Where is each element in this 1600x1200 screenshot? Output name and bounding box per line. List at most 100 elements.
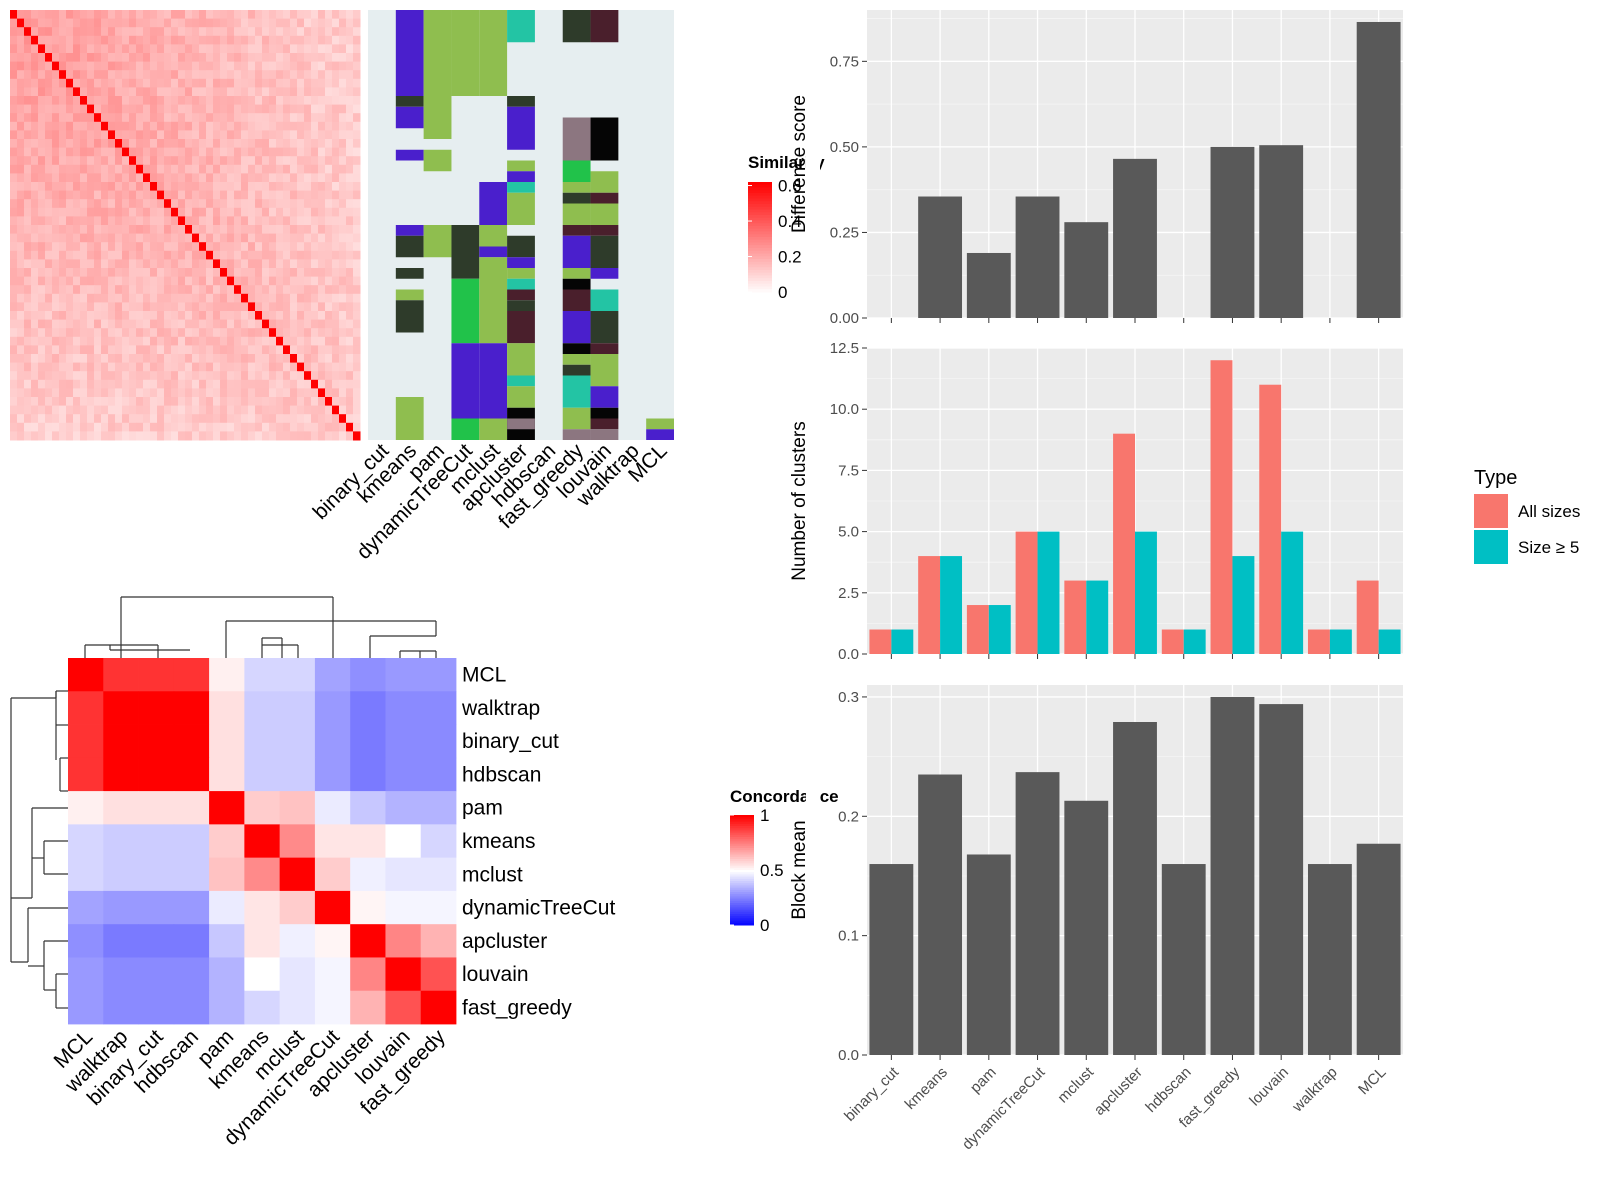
similarity-cell bbox=[234, 130, 242, 140]
similarity-cell bbox=[290, 371, 298, 381]
similarity-cell bbox=[129, 379, 137, 389]
similarity-cell bbox=[213, 388, 221, 398]
concordance-cell bbox=[279, 857, 316, 892]
similarity-cell bbox=[325, 250, 333, 260]
similarity-cell bbox=[136, 35, 144, 45]
similarity-cell bbox=[199, 311, 207, 321]
similarity-cell bbox=[157, 319, 165, 329]
similarity-cell bbox=[143, 293, 151, 303]
similarity-cell bbox=[346, 362, 354, 372]
membership-block bbox=[507, 289, 535, 301]
similarity-cell bbox=[192, 190, 200, 200]
similarity-cell bbox=[318, 328, 326, 338]
similarity-cell bbox=[178, 311, 186, 321]
similarity-cell bbox=[248, 405, 256, 415]
similarity-cell bbox=[311, 173, 319, 183]
similarity-cell bbox=[206, 87, 214, 97]
similarity-cell bbox=[276, 397, 284, 407]
similarity-cell bbox=[115, 242, 123, 252]
similarity-cell bbox=[297, 164, 305, 174]
membership-block bbox=[562, 117, 591, 161]
similarity-cell bbox=[332, 190, 340, 200]
similarity-cell bbox=[38, 96, 46, 106]
similarity-cell bbox=[283, 354, 291, 364]
similarity-cell bbox=[269, 104, 277, 114]
similarity-cell bbox=[122, 104, 130, 114]
similarity-cell bbox=[108, 156, 116, 166]
similarity-cell bbox=[171, 10, 179, 20]
similarity-cell bbox=[157, 379, 165, 389]
concordance-legend-swatch bbox=[730, 911, 754, 915]
similarity-cell bbox=[290, 293, 298, 303]
similarity-cell bbox=[122, 96, 130, 106]
similarity-cell bbox=[213, 121, 221, 131]
similarity-cell bbox=[290, 61, 298, 71]
similarity-cell bbox=[94, 87, 102, 97]
similarity-cell bbox=[136, 199, 144, 209]
similarity-cell bbox=[199, 113, 207, 123]
similarity-cell bbox=[24, 96, 32, 106]
similarity-cell bbox=[325, 336, 333, 346]
similarity-cell bbox=[185, 431, 193, 441]
similarity-cell bbox=[206, 336, 214, 346]
similarity-cell bbox=[241, 78, 249, 88]
similarity-cell bbox=[73, 130, 81, 140]
membership-block bbox=[562, 407, 591, 430]
similarity-cell bbox=[325, 182, 333, 192]
similarity-cell bbox=[52, 336, 60, 346]
similarity-cell bbox=[10, 397, 18, 407]
similarity-cell bbox=[276, 130, 284, 140]
similarity-cell bbox=[45, 397, 53, 407]
similarity-cell bbox=[122, 319, 130, 329]
similarity-cell bbox=[136, 268, 144, 278]
similarity-cell bbox=[10, 173, 18, 183]
similarity-cell bbox=[248, 61, 256, 71]
similarity-cell bbox=[164, 164, 172, 174]
similarity-cell bbox=[24, 10, 32, 20]
similarity-cell bbox=[38, 233, 46, 243]
similarity-cell bbox=[24, 371, 32, 381]
similarity-cell bbox=[59, 164, 67, 174]
similarity-cell bbox=[311, 242, 319, 252]
similarity-cell bbox=[276, 104, 284, 114]
similarity-cell bbox=[150, 139, 158, 149]
concordance-heatmap: MCLwalktrapbinary_cuthdbscanpamkmeansmcl… bbox=[10, 596, 615, 1150]
membership-block bbox=[507, 311, 535, 344]
similarity-cell bbox=[24, 414, 32, 424]
similarity-cell bbox=[17, 276, 25, 286]
similarity-cell bbox=[311, 78, 319, 88]
similarity-cell bbox=[115, 78, 123, 88]
similarity-cell bbox=[220, 70, 228, 80]
similarity-cell bbox=[52, 44, 60, 54]
similarity-cell bbox=[339, 422, 347, 432]
similarity-cell bbox=[206, 259, 214, 269]
similarity-cell bbox=[101, 130, 109, 140]
similarity-cell bbox=[185, 397, 193, 407]
similarity-cell bbox=[178, 371, 186, 381]
similarity-cell bbox=[24, 70, 32, 80]
membership-block bbox=[395, 149, 424, 161]
similarity-cell bbox=[199, 405, 207, 415]
similarity-cell bbox=[157, 311, 165, 321]
similarity-cell bbox=[87, 121, 95, 131]
similarity-cell bbox=[122, 35, 130, 45]
similarity-cell bbox=[276, 414, 284, 424]
similarity-cell bbox=[38, 61, 46, 71]
concordance-cell bbox=[209, 957, 245, 992]
similarity-cell bbox=[339, 302, 347, 312]
concordance-cell bbox=[385, 724, 422, 759]
similarity-cell bbox=[339, 44, 347, 54]
similarity-cell bbox=[101, 156, 109, 166]
similarity-cell bbox=[255, 422, 263, 432]
similarity-cell bbox=[38, 87, 46, 97]
similarity-cell bbox=[206, 207, 214, 217]
similarity-legend-swatch bbox=[748, 250, 772, 254]
similarity-cell bbox=[24, 156, 32, 166]
similarity-cell bbox=[248, 388, 256, 398]
similarity-cell bbox=[353, 130, 361, 140]
similarity-cell bbox=[206, 311, 214, 321]
similarity-cell bbox=[143, 354, 151, 364]
similarity-cell bbox=[220, 199, 228, 209]
similarity-cell bbox=[101, 173, 109, 183]
right-crop-mask bbox=[806, 140, 820, 1080]
